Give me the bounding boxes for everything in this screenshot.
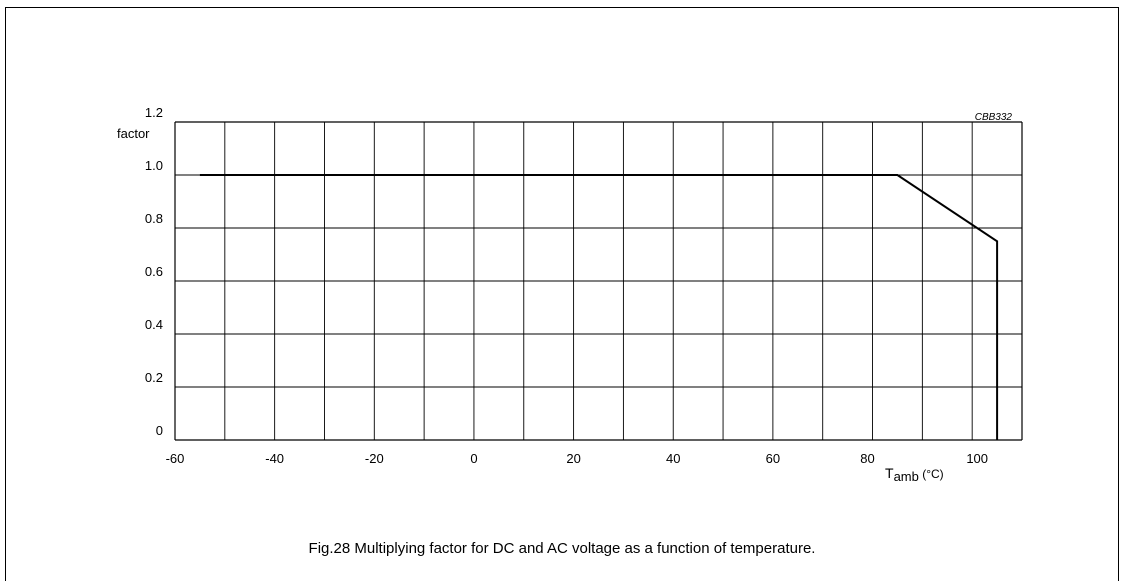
x-tick-label: 60	[766, 451, 780, 466]
x-tick-label: 20	[566, 451, 580, 466]
y-tick-label: 1.0	[145, 158, 163, 173]
series-line	[199, 174, 999, 440]
y-tick-label: 0.6	[145, 264, 163, 279]
x-axis-label: Tamb (°C)	[885, 465, 944, 484]
y-tick-label: 0.2	[145, 370, 163, 385]
x-tick-label: 80	[860, 451, 874, 466]
y-axis-label: factor	[117, 126, 150, 141]
figure-code-label: CBB332	[975, 112, 1013, 123]
x-tick-label: 0	[470, 451, 477, 466]
x-tick-label: -40	[265, 451, 284, 466]
y-tick-label: 0.8	[145, 211, 163, 226]
series-layer	[199, 174, 999, 440]
axis-labels: 0 0.2 0.4 0.6 0.8 1.0 1.2 factor -60 -40 -20 0 20 40 6…	[117, 105, 1012, 484]
y-tick-label: 0	[156, 423, 163, 438]
x-tick-label: -20	[365, 451, 384, 466]
grid-lines	[174, 121, 1023, 441]
y-tick-label: 1.2	[145, 105, 163, 120]
x-tick-label: 100	[966, 451, 988, 466]
figure-caption: Fig.28 Multiplying factor for DC and AC …	[308, 540, 816, 557]
figure-frame	[5, 7, 1119, 581]
x-tick-label: -60	[166, 451, 185, 466]
x-tick-label: 40	[666, 451, 680, 466]
y-tick-label: 0.4	[145, 317, 163, 332]
derating-chart: 0 0.2 0.4 0.6 0.8 1.0 1.2 factor -60 -40 -20 0 20 40 6…	[117, 105, 1023, 484]
